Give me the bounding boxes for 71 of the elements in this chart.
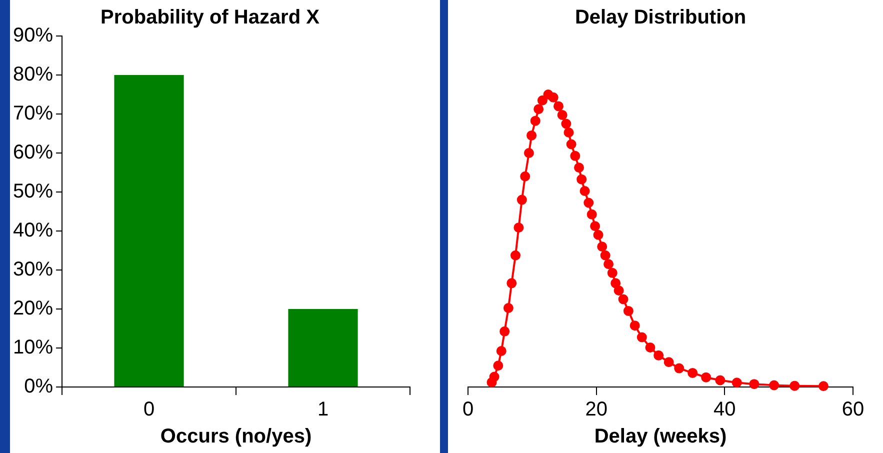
point [618, 294, 628, 304]
y-tick-label: 50% [13, 180, 54, 203]
y-tick-label: 0% [24, 376, 54, 398]
x-axis-title: Occurs (no/yes) [160, 426, 312, 448]
point [701, 372, 712, 382]
point [548, 92, 558, 102]
point [590, 221, 600, 232]
point [557, 110, 568, 120]
point [597, 242, 608, 252]
point [510, 250, 520, 260]
point [623, 306, 634, 316]
point [630, 320, 640, 331]
point [566, 139, 576, 150]
point [537, 95, 548, 106]
point [607, 268, 618, 278]
point [514, 222, 524, 233]
point [600, 250, 610, 260]
point [610, 278, 621, 288]
point [749, 379, 760, 390]
point [664, 357, 674, 368]
point [524, 148, 534, 158]
point [503, 303, 514, 314]
point [553, 101, 564, 112]
point [818, 381, 828, 392]
x-axis-title: Delay (weeks) [594, 426, 727, 448]
x-tick-label: 40 [714, 398, 736, 421]
point [530, 116, 540, 126]
y-tick-label: 30% [13, 258, 54, 281]
point [645, 342, 656, 353]
point [593, 230, 604, 240]
y-tick-label: 40% [13, 220, 54, 242]
x-tick-label: 60 [842, 398, 864, 421]
point [732, 378, 742, 388]
y-tick-label: 80% [13, 64, 54, 86]
point [564, 128, 574, 138]
x-tick-label: 1 [317, 398, 329, 421]
y-tick-label: 90% [13, 24, 54, 47]
point [574, 162, 584, 173]
point [688, 368, 698, 378]
y-tick-label: 60% [13, 142, 54, 164]
y-tick-label: 20% [13, 298, 54, 320]
point [769, 380, 780, 390]
point [496, 346, 506, 356]
point [506, 278, 517, 288]
point [674, 363, 684, 374]
point [584, 198, 594, 208]
chart-title: Probability of Hazard X [100, 6, 320, 29]
x-tick-label: 0 [143, 398, 155, 421]
y-tick-label: 70% [13, 102, 54, 125]
point [570, 150, 580, 161]
point [500, 326, 510, 336]
point [489, 372, 500, 382]
point [586, 209, 597, 220]
point [580, 186, 590, 196]
point [636, 332, 647, 342]
y-tick-label: 10% [13, 336, 54, 359]
point [654, 350, 664, 360]
point [493, 360, 504, 371]
point [604, 259, 614, 270]
point [561, 118, 572, 129]
point [534, 104, 544, 114]
point [715, 375, 726, 386]
point [520, 171, 530, 182]
chart-title: Delay Distribution [574, 6, 746, 29]
point [526, 130, 537, 140]
x-tick-label: 0 [462, 398, 474, 421]
point [516, 194, 527, 205]
point [614, 285, 624, 296]
x-tick-label: 20 [585, 398, 608, 421]
point [576, 174, 587, 184]
point [790, 380, 800, 391]
